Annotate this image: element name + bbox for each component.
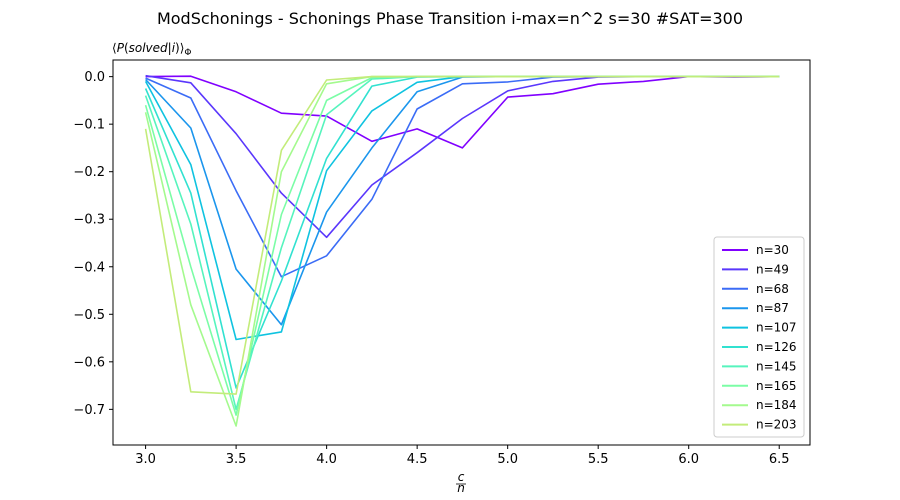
x-tick-label: 3.0 — [135, 452, 156, 467]
series-line-n-203 — [144, 75, 780, 395]
x-axis: 3.0 3.5 4.0 4.5 5.0 5.5 6.0 6.5 — [135, 445, 790, 467]
y-tick-label: −0.1 — [73, 118, 105, 133]
series-layer — [144, 74, 780, 427]
legend-box — [713, 236, 805, 438]
series-line-n-165 — [144, 75, 780, 416]
legend-label: n=107 — [756, 321, 797, 335]
svg-text:c: c — [458, 470, 465, 484]
series-line-n-49 — [145, 74, 780, 239]
series-line-n-126 — [144, 75, 780, 389]
y-tick-label: −0.4 — [73, 260, 105, 275]
chart-title: ModSchonings - Schonings Phase Transitio… — [157, 9, 743, 28]
plot-frame — [112, 59, 811, 446]
series-line-n-107 — [144, 75, 780, 341]
x-tick-label: 6.5 — [769, 452, 790, 467]
y-axis: 0.0 −0.1 −0.2 −0.3 −0.4 −0.5 −0.6 −0.7 — [73, 70, 113, 418]
legend: n=30 n=49 n=68 n=87 n=107 n=126 n=145 n=165 n=18… — [713, 236, 805, 438]
series-line-n-68 — [145, 75, 780, 278]
y-tick-label: −0.3 — [73, 213, 105, 228]
y-tick-label: −0.2 — [73, 165, 105, 180]
legend-label: n=165 — [756, 379, 797, 393]
y-tick-label: −0.5 — [73, 308, 105, 323]
legend-label: n=203 — [756, 418, 797, 432]
legend-label: n=30 — [756, 243, 789, 257]
series-line-n-30 — [145, 75, 780, 149]
y-tick-label: 0.0 — [84, 70, 105, 85]
legend-label: n=68 — [756, 282, 789, 296]
x-tick-label: 5.0 — [497, 452, 518, 467]
svg-text:n: n — [457, 481, 465, 495]
legend-label: n=49 — [756, 262, 789, 276]
x-axis-label: c n — [456, 470, 466, 495]
y-axis-label: ⟨P(solved|i)⟩Φ — [112, 41, 192, 58]
x-tick-label: 4.5 — [407, 452, 428, 467]
series-line-n-145 — [144, 75, 780, 411]
x-tick-label: 3.5 — [226, 452, 247, 467]
legend-label: n=145 — [756, 359, 797, 373]
x-tick-label: 6.0 — [678, 452, 699, 467]
y-tick-label: −0.6 — [73, 355, 105, 370]
x-tick-label: 5.5 — [588, 452, 609, 467]
legend-label: n=126 — [756, 340, 797, 354]
legend-label: n=184 — [756, 398, 797, 412]
x-tick-label: 4.0 — [316, 452, 337, 467]
y-tick-label: −0.7 — [73, 403, 105, 418]
legend-label: n=87 — [756, 301, 789, 315]
